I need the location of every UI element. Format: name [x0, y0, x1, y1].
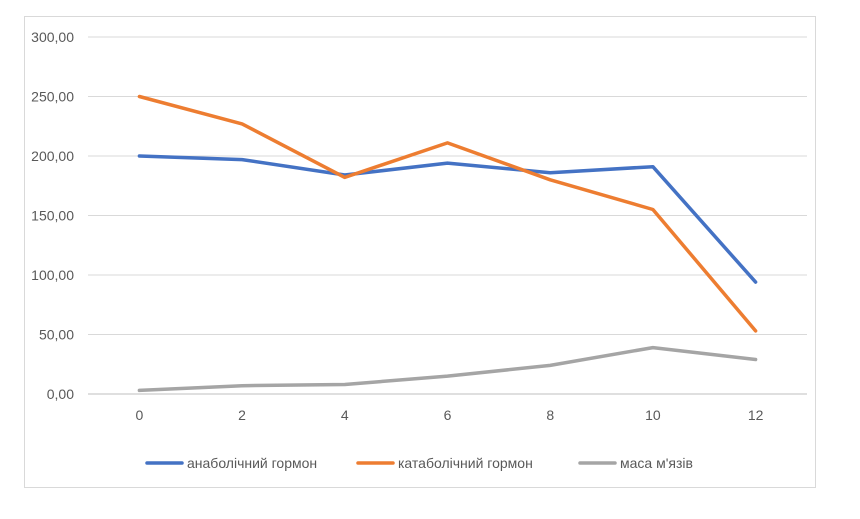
x-tick-label: 6 — [444, 407, 452, 423]
y-tick-label: 200,00 — [31, 148, 74, 164]
y-tick-label: 0,00 — [47, 386, 74, 402]
legend: анаболічний гормон катаболічний гормон мас… — [145, 455, 693, 471]
y-axis-ticks: 0,00 50,00 100,00 150,00 200,00 250,00 300,00 — [31, 29, 74, 402]
series-lines — [137, 94, 758, 393]
y-tick-label: 50,00 — [39, 327, 74, 343]
legend-label: катаболічний гормон — [398, 455, 533, 471]
x-tick-label: 0 — [135, 407, 143, 423]
x-tick-label: 2 — [238, 407, 246, 423]
x-tick-label: 12 — [748, 407, 764, 423]
x-tick-label: 8 — [546, 407, 554, 423]
series-line-2 — [137, 94, 758, 333]
chart-frame — [24, 16, 816, 488]
x-tick-label: 10 — [645, 407, 661, 423]
x-tick-label: 4 — [341, 407, 349, 423]
series-line-1 — [137, 154, 758, 284]
legend-label: маса м'язів — [620, 455, 693, 471]
series-line-3 — [137, 345, 758, 393]
gridlines — [88, 36, 807, 395]
y-tick-label: 300,00 — [31, 29, 74, 45]
y-tick-label: 150,00 — [31, 208, 74, 224]
legend-label: анаболічний гормон — [187, 455, 317, 471]
y-tick-label: 100,00 — [31, 267, 74, 283]
x-axis-ticks: 0 2 4 6 8 10 12 — [135, 407, 763, 423]
y-tick-label: 250,00 — [31, 89, 74, 105]
